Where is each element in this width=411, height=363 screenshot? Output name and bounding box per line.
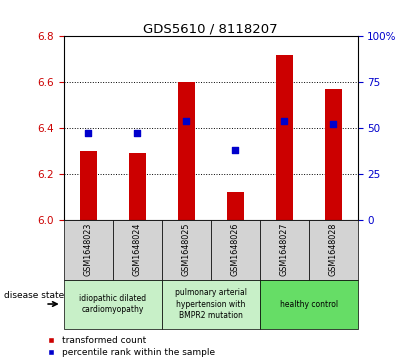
FancyBboxPatch shape bbox=[113, 220, 162, 280]
Bar bbox=[178, 82, 195, 220]
FancyBboxPatch shape bbox=[211, 220, 260, 280]
FancyBboxPatch shape bbox=[260, 280, 358, 329]
FancyBboxPatch shape bbox=[260, 220, 309, 280]
Point bbox=[134, 131, 141, 136]
Text: healthy control: healthy control bbox=[279, 299, 338, 309]
Text: GSM1648027: GSM1648027 bbox=[279, 223, 289, 276]
FancyBboxPatch shape bbox=[309, 220, 358, 280]
FancyBboxPatch shape bbox=[162, 280, 260, 329]
Text: GSM1648026: GSM1648026 bbox=[231, 223, 240, 276]
Point bbox=[232, 147, 238, 153]
Bar bbox=[275, 55, 293, 220]
Bar bbox=[325, 89, 342, 220]
Point bbox=[85, 131, 92, 136]
Text: GSM1648028: GSM1648028 bbox=[328, 223, 337, 276]
FancyBboxPatch shape bbox=[162, 220, 211, 280]
Bar bbox=[129, 153, 146, 220]
Text: GSM1648023: GSM1648023 bbox=[84, 223, 93, 276]
Legend: transformed count, percentile rank within the sample: transformed count, percentile rank withi… bbox=[48, 336, 215, 357]
Text: pulmonary arterial
hypertension with
BMPR2 mutation: pulmonary arterial hypertension with BMP… bbox=[175, 289, 247, 319]
Text: GSM1648024: GSM1648024 bbox=[133, 223, 142, 276]
Text: idiopathic dilated
cardiomyopathy: idiopathic dilated cardiomyopathy bbox=[79, 294, 146, 314]
Title: GDS5610 / 8118207: GDS5610 / 8118207 bbox=[143, 22, 278, 35]
Bar bbox=[226, 192, 244, 220]
Bar bbox=[80, 151, 97, 220]
FancyBboxPatch shape bbox=[64, 280, 162, 329]
Text: disease state: disease state bbox=[4, 291, 65, 301]
FancyBboxPatch shape bbox=[64, 220, 113, 280]
Point bbox=[281, 118, 287, 123]
Text: GSM1648025: GSM1648025 bbox=[182, 223, 191, 276]
Point bbox=[330, 121, 336, 127]
Point bbox=[183, 118, 189, 123]
